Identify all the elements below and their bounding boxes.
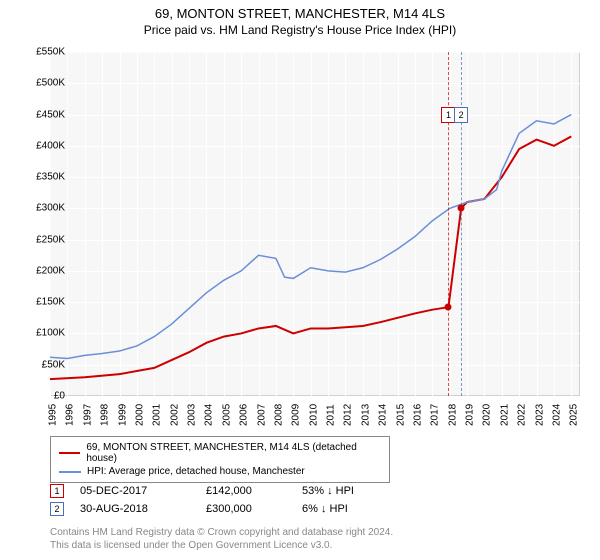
y-axis-label: £50K — [20, 359, 65, 370]
y-axis-label: £550K — [20, 47, 65, 58]
sales-row-pct: 6% ↓ HPI — [302, 503, 372, 515]
sales-row-pct: 53% ↓ HPI — [302, 485, 372, 497]
x-axis-label: 2023 — [534, 404, 545, 426]
x-axis-label: 2014 — [378, 404, 389, 426]
x-axis-label: 2001 — [152, 404, 163, 426]
sales-row-marker: 1 — [50, 484, 64, 498]
y-axis-label: £200K — [20, 265, 65, 276]
footer-attribution: Contains HM Land Registry data © Crown c… — [50, 527, 393, 552]
sales-row: 1 05-DEC-2017 £142,000 53% ↓ HPI — [38, 482, 372, 500]
x-axis-label: 2016 — [412, 404, 423, 426]
legend-item: 69, MONTON STREET, MANCHESTER, M14 4LS (… — [59, 441, 381, 465]
x-axis-label: 1995 — [48, 404, 59, 426]
sale-marker-box: 2 — [454, 107, 468, 123]
series-property — [50, 136, 571, 379]
x-axis-label: 1998 — [100, 404, 111, 426]
chart-subtitle: Price paid vs. HM Land Registry's House … — [0, 21, 600, 37]
legend-label: 69, MONTON STREET, MANCHESTER, M14 4LS (… — [86, 442, 381, 464]
chart-container: 69, MONTON STREET, MANCHESTER, M14 4LS P… — [0, 0, 600, 560]
sales-row-date: 30-AUG-2018 — [80, 503, 190, 515]
y-axis-label: £400K — [20, 140, 65, 151]
x-axis-label: 2015 — [395, 404, 406, 426]
sales-row-marker: 2 — [50, 502, 64, 516]
x-axis-label: 2022 — [517, 404, 528, 426]
x-axis-label: 2010 — [308, 404, 319, 426]
sales-row-price: £142,000 — [206, 485, 286, 497]
sale-vline — [461, 52, 462, 396]
x-axis-label: 1997 — [82, 404, 93, 426]
x-axis-label: 2024 — [551, 404, 562, 426]
sale-dot — [445, 304, 452, 311]
x-axis-label: 2021 — [499, 404, 510, 426]
legend-box: 69, MONTON STREET, MANCHESTER, M14 4LS (… — [50, 436, 390, 483]
x-axis-label: 2018 — [447, 404, 458, 426]
line-series — [50, 52, 580, 396]
y-axis-label: £250K — [20, 234, 65, 245]
sale-dot — [458, 205, 465, 212]
x-axis-label: 2025 — [569, 404, 580, 426]
sales-row-price: £300,000 — [206, 503, 286, 515]
sale-vline — [448, 52, 449, 396]
y-axis-label: £350K — [20, 172, 65, 183]
x-axis-label: 2012 — [343, 404, 354, 426]
y-axis-label: £150K — [20, 297, 65, 308]
x-axis-label: 2005 — [221, 404, 232, 426]
sales-row-date: 05-DEC-2017 — [80, 485, 190, 497]
x-axis-label: 2011 — [326, 404, 337, 426]
x-axis-label: 1996 — [65, 404, 76, 426]
sales-row: 2 30-AUG-2018 £300,000 6% ↓ HPI — [38, 500, 372, 518]
x-axis-label: 2007 — [256, 404, 267, 426]
gridline-horizontal — [50, 396, 580, 397]
x-axis-label: 2006 — [239, 404, 250, 426]
legend-swatch — [59, 471, 81, 473]
y-axis-label: £300K — [20, 203, 65, 214]
footer-line-1: Contains HM Land Registry data © Crown c… — [50, 527, 393, 540]
plot-area: 12 — [50, 52, 580, 396]
x-axis-label: 2003 — [187, 404, 198, 426]
x-axis-label: 2013 — [360, 404, 371, 426]
legend-swatch — [59, 452, 80, 454]
y-axis-label: £100K — [20, 328, 65, 339]
x-axis-label: 2017 — [430, 404, 441, 426]
chart-title: 69, MONTON STREET, MANCHESTER, M14 4LS — [0, 0, 600, 21]
y-axis-label: £450K — [20, 109, 65, 120]
x-axis-label: 2020 — [482, 404, 493, 426]
x-axis-label: 2000 — [134, 404, 145, 426]
legend-item: HPI: Average price, detached house, Manc… — [59, 465, 381, 478]
sales-table: 1 05-DEC-2017 £142,000 53% ↓ HPI 2 30-AUG-201… — [38, 482, 372, 518]
x-axis-label: 2002 — [169, 404, 180, 426]
y-axis-label: £0 — [20, 391, 65, 402]
x-axis-label: 1999 — [117, 404, 128, 426]
x-axis-label: 2019 — [465, 404, 476, 426]
x-axis-label: 2008 — [273, 404, 284, 426]
y-axis-label: £500K — [20, 78, 65, 89]
legend-label: HPI: Average price, detached house, Manc… — [87, 466, 305, 477]
series-hpi — [50, 115, 571, 359]
footer-line-2: This data is licensed under the Open Gov… — [50, 540, 393, 553]
x-axis-label: 2009 — [291, 404, 302, 426]
x-axis-label: 2004 — [204, 404, 215, 426]
